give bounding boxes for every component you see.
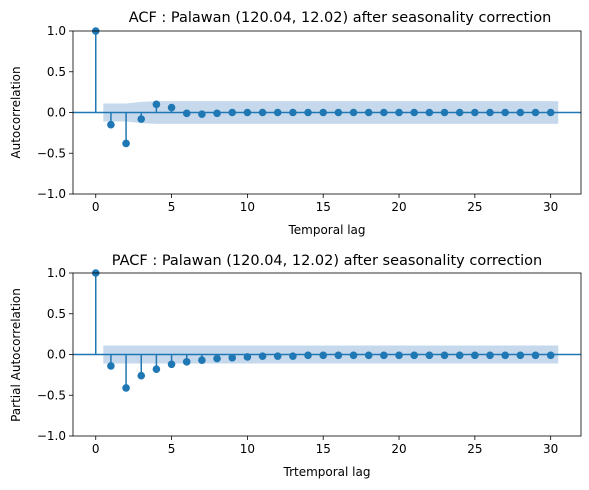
acf-point bbox=[137, 115, 146, 123]
pacf-point bbox=[243, 353, 252, 361]
acf-point bbox=[107, 120, 115, 129]
acf-ytick-label: −1.0 bbox=[37, 187, 66, 201]
pacf-xtick-label: 10 bbox=[240, 442, 255, 456]
acf-xtick-label: 5 bbox=[168, 200, 176, 214]
pacf-xlabel: Trtemporal lag bbox=[283, 465, 371, 479]
acf-point bbox=[334, 108, 343, 117]
acf-xtick-label: 0 bbox=[92, 200, 100, 214]
pacf-point bbox=[425, 351, 434, 360]
pacf-point bbox=[531, 351, 540, 360]
pacf-chart: PACF : Palawan (120.04, 12.02) after sea… bbox=[9, 253, 582, 479]
pacf-point bbox=[380, 351, 388, 360]
acf-chart: ACF : Palawan (120.04, 12.02) after seas… bbox=[9, 10, 582, 237]
acf-point bbox=[531, 108, 540, 117]
pacf-point bbox=[137, 371, 146, 380]
pacf-point bbox=[304, 351, 312, 360]
pacf-point bbox=[334, 351, 343, 360]
acf-point bbox=[167, 103, 176, 112]
pacf-point bbox=[486, 351, 494, 360]
acf-point bbox=[516, 108, 525, 117]
acf-point bbox=[501, 108, 509, 117]
pacf-ytick-label: 0.5 bbox=[47, 307, 66, 321]
pacf-point bbox=[516, 351, 525, 360]
pacf-xtick-label: 20 bbox=[391, 442, 406, 456]
pacf-point bbox=[319, 351, 328, 360]
acf-xtick-label: 10 bbox=[240, 200, 255, 214]
pacf-point bbox=[198, 356, 206, 365]
pacf-ytick-label: 1.0 bbox=[47, 266, 66, 280]
pacf-ytick-label: −0.5 bbox=[37, 388, 66, 402]
acf-point bbox=[425, 108, 434, 117]
acf-point bbox=[349, 108, 358, 117]
acf-xtick-label: 25 bbox=[467, 200, 482, 214]
pacf-point bbox=[410, 351, 418, 360]
acf-ytick-label: 0.0 bbox=[47, 106, 66, 120]
pacf-xtick-label: 5 bbox=[168, 442, 176, 456]
pacf-point bbox=[152, 365, 161, 373]
pacf-point bbox=[455, 351, 464, 360]
acf-point bbox=[213, 109, 221, 118]
acf-point bbox=[455, 108, 464, 117]
acf-point bbox=[486, 108, 494, 117]
acf-xtick-label: 20 bbox=[391, 200, 406, 214]
acf-point bbox=[182, 109, 191, 118]
acf-point bbox=[410, 108, 418, 117]
pacf-ytick-label: 0.0 bbox=[47, 348, 66, 362]
acf-point bbox=[228, 108, 237, 117]
pacf-point bbox=[546, 351, 555, 360]
pacf-xtick-label: 15 bbox=[316, 442, 331, 456]
pacf-point bbox=[501, 351, 509, 360]
acf-point bbox=[258, 108, 267, 117]
pacf-point bbox=[395, 351, 403, 360]
pacf-xtick-label: 0 bbox=[92, 442, 100, 456]
acf-point bbox=[471, 108, 479, 117]
pacf-title: PACF : Palawan (120.04, 12.02) after sea… bbox=[112, 253, 542, 269]
acf-point bbox=[198, 110, 206, 118]
acf-point bbox=[546, 108, 555, 117]
acf-title: ACF : Palawan (120.04, 12.02) after seas… bbox=[129, 10, 552, 26]
pacf-point bbox=[122, 384, 130, 392]
pacf-point bbox=[107, 362, 115, 370]
acf-ytick-label: 0.5 bbox=[47, 65, 66, 79]
pacf-point bbox=[364, 351, 373, 360]
pacf-xtick-label: 25 bbox=[467, 442, 482, 456]
pacf-point bbox=[213, 354, 221, 363]
acf-point bbox=[380, 108, 388, 117]
pacf-point bbox=[258, 352, 267, 360]
pacf-point bbox=[182, 358, 191, 366]
acf-point bbox=[152, 100, 161, 109]
acf-point bbox=[364, 108, 373, 117]
acf-xtick-label: 15 bbox=[316, 200, 331, 214]
acf-point bbox=[440, 108, 449, 117]
pacf-point bbox=[471, 351, 479, 360]
acf-point bbox=[122, 139, 130, 148]
pacf-point bbox=[228, 353, 237, 362]
pacf-point bbox=[440, 351, 449, 360]
acf-point bbox=[243, 108, 252, 117]
pacf-point bbox=[167, 360, 176, 369]
pacf-point bbox=[349, 351, 358, 360]
acf-point bbox=[273, 108, 282, 117]
pacf-ytick-label: −1.0 bbox=[37, 429, 66, 443]
acf-xlabel: Temporal lag bbox=[287, 223, 365, 237]
acf-xtick-label: 30 bbox=[543, 200, 558, 214]
acf-point bbox=[304, 108, 312, 117]
acf-ytick-label: −0.5 bbox=[37, 146, 66, 160]
pacf-ylabel: Partial Autocorrelation bbox=[9, 288, 23, 422]
acf-point bbox=[319, 108, 328, 117]
acf-point bbox=[289, 108, 297, 117]
acf-ytick-label: 1.0 bbox=[47, 24, 66, 38]
acf-point bbox=[395, 108, 403, 117]
acf-ylabel: Autocorrelation bbox=[9, 66, 23, 158]
pacf-point bbox=[289, 352, 297, 360]
pacf-point bbox=[273, 352, 282, 360]
pacf-xtick-label: 30 bbox=[543, 442, 558, 456]
